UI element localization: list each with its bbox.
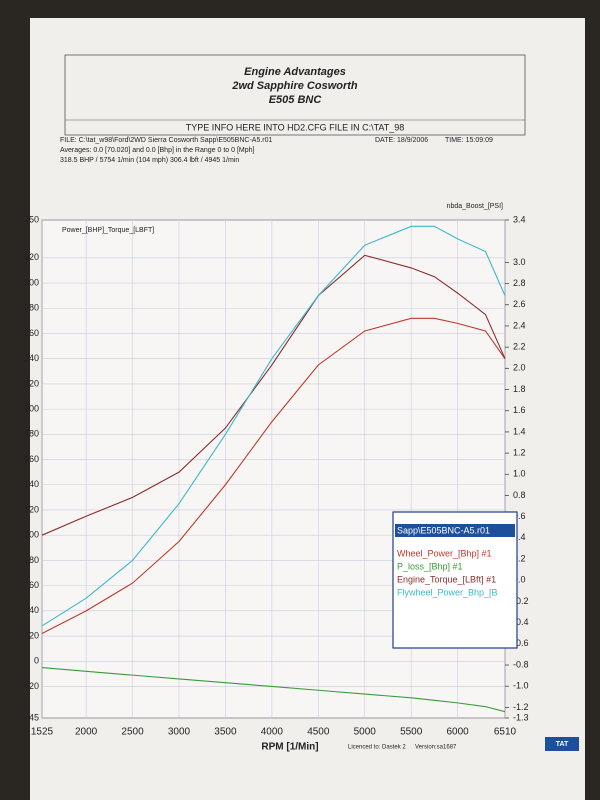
y2-tick-label: -0.4 — [513, 617, 529, 627]
chart-subtitle: 2wd Sapphire Cosworth — [231, 80, 358, 92]
x-tick-label: 2500 — [121, 727, 144, 738]
y2-tick-label: -1.0 — [513, 681, 529, 691]
y2-tick-label: -1.2 — [513, 702, 529, 712]
y2-tick-label: -0.8 — [513, 659, 529, 669]
y-tick-label: 120 — [24, 504, 39, 514]
annotation: Licenced to: Dastek 2 — [348, 745, 406, 751]
x-tick-label: 3500 — [214, 727, 237, 738]
y2-tick-label: 3.0 — [513, 257, 526, 267]
y-tick-label: 60 — [29, 580, 39, 590]
y-tick-label: 180 — [24, 429, 39, 439]
y-tick-label: 220 — [24, 378, 39, 388]
legend-entry: P_loss_[Bhp] #1 — [397, 561, 463, 571]
y2-tick-label: -0.6 — [513, 638, 529, 648]
series-line — [41, 317, 506, 635]
header-box — [64, 54, 526, 136]
annotation: DATE: 18/9/2006 — [375, 137, 428, 144]
x-tick-label: 2000 — [75, 727, 98, 738]
y-tick-label: 0 — [34, 656, 39, 666]
y-tick-label: 140 — [24, 479, 39, 489]
x-tick-label: 4500 — [307, 727, 330, 738]
x-tick-label: 6000 — [447, 727, 470, 738]
y2-tick-label: 0.0 — [513, 575, 526, 585]
y2-tick-label: 2.6 — [513, 299, 526, 309]
y-tick-label: 320 — [24, 252, 39, 262]
annotation: TIME: 15:09:09 — [445, 137, 493, 144]
y-tick-label: 200 — [24, 403, 39, 413]
y2-tick-label: 1.0 — [513, 469, 526, 479]
y2-tick-label: 0.6 — [513, 511, 526, 521]
x-tick-label: 5000 — [354, 727, 377, 738]
y-tick-label: 100 — [24, 530, 39, 540]
annotation: TYPE INFO HERE INTO HD2.CFG FILE IN C:\T… — [186, 122, 405, 132]
y2-tick-label: -0.2 — [513, 596, 529, 606]
x-tick-label: 4000 — [261, 727, 284, 738]
y2-tick-label: 1.2 — [513, 447, 526, 457]
y-tick-label: 40 — [29, 605, 39, 615]
y2-axis-label: nbda_Boost_[PSI] — [447, 203, 503, 210]
chart-subtitle: E505 BNC — [269, 94, 323, 106]
y-tick-label: 300 — [24, 277, 39, 287]
y-tick-label: 280 — [24, 303, 39, 313]
y2-tick-label: 0.2 — [513, 553, 526, 563]
legend-title: Sapp\E505BNC-A5.r01 — [397, 525, 490, 535]
y-tick-label: 350 — [24, 214, 39, 224]
annotation: TAT — [556, 741, 569, 748]
x-tick-label: 5500 — [400, 727, 423, 738]
y2-tick-label: 2.2 — [513, 342, 526, 352]
y2-tick-label: 2.4 — [513, 320, 526, 330]
legend-entry: Flywheel_Power_Bhp_[B — [397, 587, 498, 597]
x-tick-label: 6510 — [494, 727, 517, 738]
series-line — [41, 667, 506, 713]
x-axis-label: RPM [1/Min] — [261, 742, 318, 753]
y2-tick-label: 0.4 — [513, 532, 526, 542]
y2-tick-label: 2.0 — [513, 363, 526, 373]
legend-entry: Wheel_Power_[Bhp] #1 — [397, 548, 492, 558]
annotation: FILE: C:\tat_w98\Ford\2WD Sierra Coswort… — [60, 137, 273, 144]
y-tick-label: -20 — [26, 681, 39, 691]
series-line — [41, 225, 506, 627]
y-axis-label: Power_[BHP]_Torque_[LBFT] — [62, 227, 154, 234]
x-tick-label: 3000 — [168, 727, 191, 738]
y2-tick-label: 1.4 — [513, 426, 526, 436]
y-tick-label: 20 — [29, 630, 39, 640]
y2-tick-label: 1.8 — [513, 384, 526, 394]
y2-tick-label: 0.8 — [513, 490, 526, 500]
y-tick-label: 160 — [24, 454, 39, 464]
annotation: Version:sa1687 — [415, 745, 457, 751]
y-tick-label: -45 — [26, 712, 39, 722]
y2-tick-label: -1.3 — [513, 712, 529, 722]
logo-box — [545, 737, 579, 751]
annotation: 318.5 BHP / 5754 1/min (104 mph) 306.4 l… — [60, 157, 239, 164]
legend-header — [395, 524, 515, 537]
y-tick-label: 240 — [24, 353, 39, 363]
y-tick-label: 260 — [24, 328, 39, 338]
x-tick-label: 1525 — [31, 727, 54, 738]
y2-tick-label: 1.6 — [513, 405, 526, 415]
chart-title: Engine Advantages — [244, 66, 346, 78]
annotation: Averages: 0.0 [70.020] and 0.0 [Bhp] in … — [60, 147, 255, 154]
y2-tick-label: 2.8 — [513, 278, 526, 288]
y-tick-label: 80 — [29, 555, 39, 565]
legend-entry: Engine_Torque_[LBft] #1 — [397, 574, 496, 584]
y2-tick-label: 3.4 — [513, 214, 526, 224]
